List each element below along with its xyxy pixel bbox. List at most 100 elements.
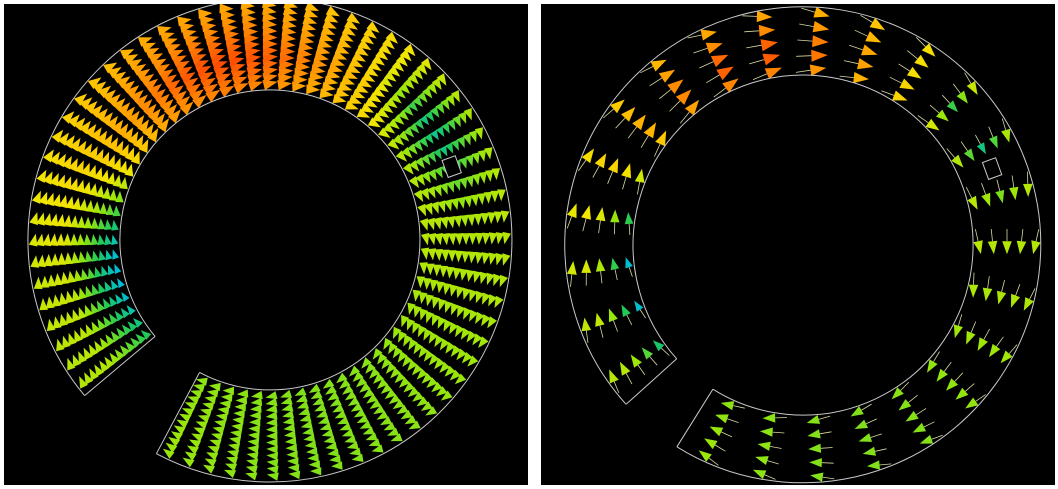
- dense-arrow-552: [473, 213, 483, 226]
- dense-arrow-661: [201, 22, 217, 33]
- dense-arrow-706: [62, 335, 71, 349]
- sparse-arrow-7: [722, 78, 739, 93]
- sparse-arrow-tail-87: [1021, 229, 1024, 242]
- dense-arrow-692: [383, 422, 396, 431]
- dense-arrow-343: [244, 46, 261, 58]
- dense-arrow-732: [344, 18, 358, 30]
- dense-arrow-40: [419, 218, 428, 231]
- sparse-arrow-6: [684, 99, 700, 116]
- sparse-arrow-47: [715, 414, 729, 424]
- dense-arrow-432: [423, 350, 434, 362]
- sparse-arrow-16: [968, 284, 979, 298]
- sparse-arrow-tail-76: [592, 165, 600, 178]
- sparse-arrow-tail-75: [582, 218, 587, 232]
- dense-arrow-230: [433, 184, 442, 197]
- dense-arrow-135: [97, 234, 105, 246]
- sparse-arrow-tail-30: [669, 100, 681, 112]
- sparse-arrow-58: [861, 44, 878, 56]
- dense-arrow-71: [104, 234, 112, 246]
- sparse-arrow-13: [951, 154, 964, 168]
- dense-arrow-23: [247, 81, 264, 92]
- dense-arrow-171: [432, 264, 442, 277]
- sparse-arrow-26: [610, 257, 620, 271]
- dense-arrow-141: [119, 144, 129, 158]
- dense-arrow-674: [440, 98, 450, 111]
- dense-arrow-455: [62, 233, 72, 246]
- sparse-arrow-tail-118: [764, 474, 776, 480]
- dense-arrow-561: [421, 372, 433, 384]
- sparse-arrow-73: [595, 312, 605, 327]
- dense-arrow-454: [64, 252, 73, 265]
- dense-arrow-616: [480, 213, 490, 225]
- sparse-arrow-60: [946, 100, 958, 113]
- dense-arrow-130: [114, 310, 124, 322]
- dense-arrow-165: [421, 171, 431, 184]
- sparse-arrow-tail-1: [639, 309, 646, 319]
- sparse-arrow-tail-73: [599, 325, 604, 338]
- dense-arrow-713: [38, 191, 48, 205]
- sparse-arrow-29: [643, 122, 657, 139]
- sparse-arrow-93: [809, 458, 822, 468]
- dense-arrow-575: [173, 425, 186, 435]
- dense-arrow-745: [495, 232, 505, 245]
- sparse-arrow-101: [610, 99, 625, 114]
- sparse-arrow-36: [936, 109, 949, 122]
- dense-arrow-478: [368, 60, 382, 72]
- dense-arrow-334: [111, 119, 124, 134]
- dense-arrow-757: [368, 438, 381, 447]
- sparse-arrow-81: [812, 21, 830, 33]
- dense-arrow-494: [449, 322, 459, 335]
- dense-arrow-693: [365, 432, 378, 441]
- dense-arrow-8: [111, 219, 119, 231]
- dense-arrow-570: [266, 445, 278, 454]
- dense-arrow-194: [109, 313, 119, 325]
- sparse-arrow-86: [1009, 186, 1019, 201]
- dense-arrow-255: [187, 396, 200, 405]
- dense-arrow-622: [460, 327, 471, 340]
- dense-arrow-655: [97, 85, 112, 99]
- dense-arrow-765: [204, 458, 217, 468]
- dense-arrow-170: [434, 249, 443, 261]
- dense-arrow-328: [76, 216, 86, 228]
- dense-arrow-168: [433, 217, 442, 230]
- dense-arrow-697: [287, 457, 299, 466]
- sparse-arrow-51: [595, 207, 606, 222]
- sparse-arrow-tail-6: [679, 111, 690, 124]
- sparse-arrow-10: [853, 72, 869, 84]
- dense-arrow-234: [441, 249, 450, 262]
- dense-arrow-182: [327, 391, 340, 401]
- sparse-arrow-tail-43: [908, 394, 918, 403]
- sparse-arrow-31: [716, 66, 734, 81]
- sparse-arrow-tail-12: [917, 115, 929, 124]
- sparse-arrow-65: [977, 337, 988, 351]
- dense-arrow-298: [447, 250, 457, 262]
- sparse-arrow-tail-59: [898, 63, 910, 72]
- sparse-arrow-tail-95: [714, 444, 726, 452]
- dense-arrow-718: [79, 97, 93, 110]
- sparse-arrow-tail-53: [627, 126, 638, 139]
- dense-arrow-390: [71, 251, 80, 264]
- sparse-arrow-49: [608, 308, 618, 323]
- dense-arrow-557: [463, 307, 472, 320]
- dense-arrow-223: [368, 92, 382, 103]
- dense-arrow-382: [197, 415, 210, 423]
- dense-arrow-566: [341, 428, 354, 437]
- dense-arrow-450: [85, 324, 95, 337]
- sparse-arrow-103: [700, 29, 717, 41]
- sparse-arrow-tail-20: [861, 403, 872, 411]
- dense-arrow-128: [130, 337, 141, 349]
- dense-arrow-418: [419, 114, 430, 126]
- dense-arrow-831: [162, 448, 175, 459]
- dense-arrow-6: [112, 249, 120, 260]
- dense-arrow-202: [95, 185, 105, 198]
- dense-arrow-160: [376, 107, 390, 118]
- dense-arrow-521: [58, 194, 68, 209]
- sparse-arrow-4: [634, 168, 645, 183]
- dense-arrow-707: [53, 316, 62, 329]
- dense-arrow-799: [403, 43, 416, 57]
- sparse-arrow-tail-32: [749, 59, 765, 65]
- dense-arrow-738: [445, 94, 455, 107]
- sparse-arrow-tail-92: [875, 448, 887, 452]
- dense-arrow-751: [461, 352, 473, 364]
- dense-arrow-517: [60, 271, 70, 285]
